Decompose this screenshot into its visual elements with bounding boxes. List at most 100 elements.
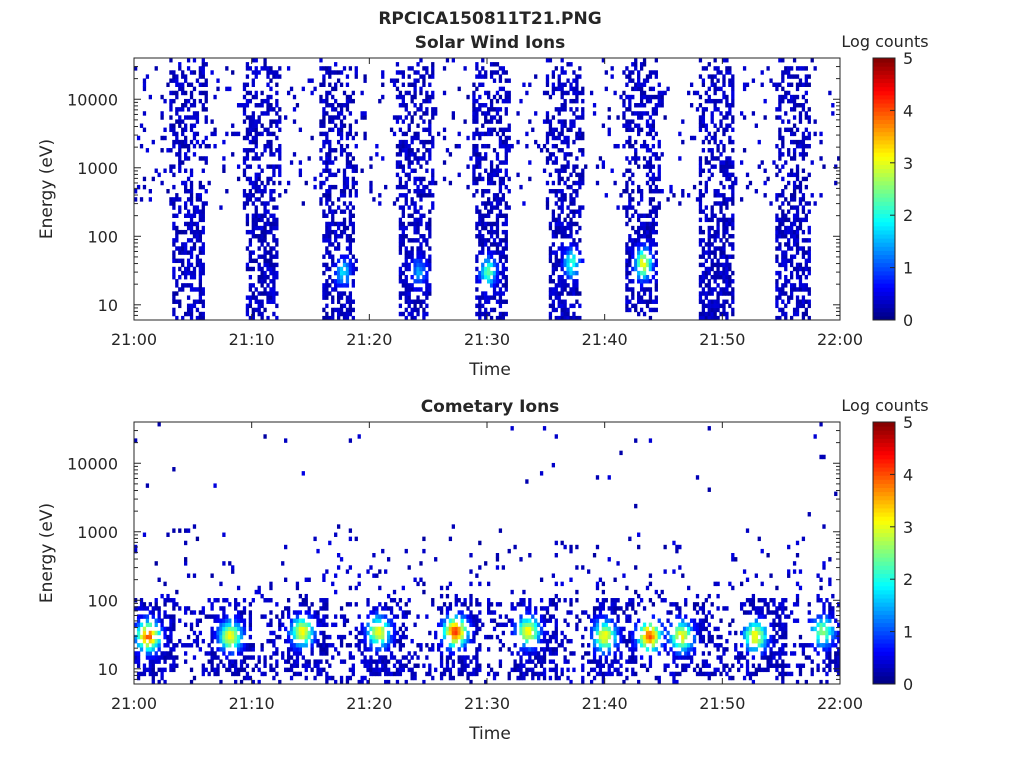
spectrogram-cell (475, 74, 479, 79)
spectrogram-cell (784, 315, 788, 321)
spectrogram-cell (404, 679, 408, 685)
spectrogram-cell (716, 148, 720, 153)
spectrogram-cell (637, 127, 641, 133)
spectrogram-cell (575, 86, 579, 92)
spectrogram-cell (557, 262, 561, 268)
spectrogram-cell (501, 213, 505, 218)
spectrogram-cell (169, 78, 173, 83)
spectrogram-cell (345, 643, 350, 648)
spectrogram-cell (266, 143, 270, 149)
spectrogram-cell (201, 262, 205, 268)
spectrogram-cell (807, 291, 811, 296)
spectrogram-cell (422, 127, 426, 133)
spectrogram-cell (419, 250, 423, 255)
spectrogram-cell (181, 127, 185, 133)
spectrogram-cell (410, 213, 414, 218)
spectrogram-cell (719, 238, 723, 243)
spectrogram-cell (622, 205, 626, 210)
spectrogram-cell (313, 659, 317, 664)
spectrogram-cell (492, 291, 497, 296)
spectrogram-cell (642, 221, 647, 227)
spectrogram-cell (475, 303, 479, 309)
spectrogram-cell (710, 291, 714, 296)
spectrogram-cell (637, 262, 641, 268)
spectrogram-cell (642, 279, 647, 284)
spectrogram-cell (163, 651, 167, 656)
spectrogram-cell (519, 630, 523, 636)
colorbar-band (873, 168, 895, 174)
spectrogram-cell (395, 78, 400, 83)
spectrogram-cell (178, 168, 182, 173)
spectrogram-cell (172, 307, 176, 313)
spectrogram-cell (319, 184, 323, 190)
spectrogram-cell (310, 647, 314, 652)
spectrogram-cell (475, 258, 479, 264)
spectrogram-cell (445, 663, 450, 668)
spectrogram-cell (339, 254, 344, 259)
spectrogram-cell (198, 291, 203, 296)
spectrogram-cell (201, 266, 205, 272)
spectrogram-cell (342, 103, 347, 108)
spectrogram-cell (519, 671, 523, 677)
spectrogram-cell (410, 299, 414, 304)
spectrogram-cell (716, 283, 720, 288)
spectrogram-cell (201, 270, 205, 276)
spectrogram-cell (298, 651, 303, 656)
spectrogram-cell (410, 246, 414, 251)
spectrogram-cell (731, 164, 735, 169)
spectrogram-cell (345, 94, 350, 100)
spectrogram-cell (222, 647, 226, 652)
spectrogram-cell (416, 156, 420, 161)
spectrogram-cell (495, 229, 500, 235)
spectrogram-cell (266, 622, 270, 628)
spectrogram-cell (481, 156, 485, 161)
spectrogram-cell (516, 667, 520, 673)
spectrogram-cell (204, 94, 208, 100)
spectrogram-cell (231, 152, 235, 157)
spectrogram-cell (295, 585, 300, 591)
spectrogram-cell (172, 254, 176, 259)
spectrogram-cell (560, 139, 564, 145)
spectrogram-cell (334, 647, 338, 652)
spectrogram-cell (213, 618, 217, 623)
spectrogram-cell (566, 127, 570, 133)
spectrogram-cell (157, 638, 161, 644)
spectrogram-cell (342, 254, 347, 259)
spectrogram-cell (807, 225, 811, 231)
spectrogram-cell (269, 291, 273, 296)
spectrogram-cell (248, 602, 253, 607)
spectrogram-cell (322, 74, 326, 79)
spectrogram-cell (325, 262, 329, 268)
spectrogram-cell (336, 168, 341, 173)
spectrogram-cell (631, 197, 635, 202)
spectrogram-cell (163, 626, 167, 632)
spectrogram-cell (557, 148, 561, 153)
spectrogram-cell (301, 598, 305, 603)
spectrogram-cell (204, 201, 208, 206)
spectrogram-cell (407, 311, 411, 317)
spectrogram-cell (801, 143, 806, 149)
spectrogram-cell (716, 86, 720, 92)
spectrogram-cell (507, 675, 511, 681)
spectrogram-cell (272, 311, 276, 317)
spectrogram-cell (472, 193, 476, 198)
spectrogram-cell (242, 193, 247, 198)
spectrogram-cell (172, 123, 176, 128)
spectrogram-cell (504, 201, 508, 206)
spectrogram-cell (136, 618, 141, 623)
spectrogram-cell (301, 655, 305, 660)
spectrogram-cell (322, 82, 326, 87)
spectrogram-cell (416, 295, 420, 300)
spectrogram-cell (375, 614, 379, 619)
spectrogram-cell (804, 66, 808, 71)
spectrogram-cell (166, 626, 170, 632)
spectrogram-cell (422, 156, 426, 161)
spectrogram-cell (369, 184, 373, 190)
spectrogram-cell (492, 229, 497, 235)
spectrogram-cell (448, 671, 453, 677)
spectrogram-cell (181, 107, 185, 112)
spectrogram-cell (166, 634, 170, 640)
spectrogram-cell (304, 667, 308, 673)
spectrogram-cell (645, 303, 650, 309)
spectrogram-cell (319, 606, 323, 611)
